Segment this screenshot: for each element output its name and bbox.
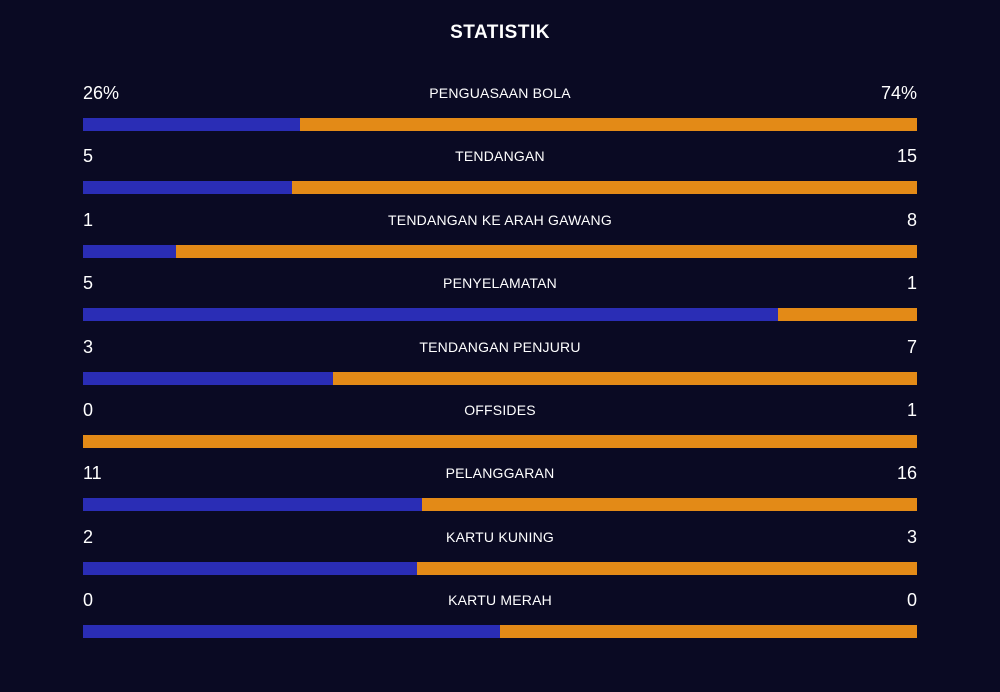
stat-row: 0 KARTU MERAH 0: [83, 587, 917, 650]
comparison-bar: [83, 118, 917, 131]
home-value: 5: [83, 273, 94, 294]
away-bar-segment: [416, 561, 917, 575]
stat-row: 11 PELANGGARAN 16: [83, 460, 917, 523]
stat-header: 5 PENYELAMATAN 1: [83, 270, 917, 296]
stat-label: TENDANGAN: [455, 148, 545, 165]
away-value: 74%: [880, 83, 917, 103]
stat-header: 26% PENGUASAAN BOLA 74%: [83, 80, 917, 106]
stat-row: 2 KARTU KUNING 3: [83, 524, 917, 587]
comparison-bar: [83, 498, 917, 512]
away-bar-segment: [83, 434, 917, 448]
away-bar-segment: [175, 244, 917, 258]
stat-label: TENDANGAN PENJURU: [419, 338, 581, 355]
comparison-bar: [83, 371, 917, 385]
stat-row: 5 PENYELAMATAN 1: [83, 270, 917, 333]
away-value: 15: [896, 146, 917, 167]
stat-label: KARTU KUNING: [446, 528, 554, 545]
away-value: 1: [906, 399, 917, 420]
away-value: 7: [906, 336, 917, 357]
stat-label: PELANGGARAN: [445, 465, 555, 482]
comparison-bar: [83, 625, 917, 639]
home-value: 5: [83, 146, 94, 167]
stat-label: PENYELAMATAN: [443, 275, 557, 292]
away-bar-segment: [291, 181, 917, 195]
stat-label: OFFSIDES: [464, 401, 536, 418]
comparison-bar: [83, 181, 917, 195]
home-bar-segment: [83, 498, 423, 512]
stat-row: 3 TENDANGAN PENJURU 7: [83, 334, 917, 397]
home-bar-segment: [83, 371, 334, 385]
home-value: 1: [83, 209, 94, 230]
comparison-bar: [83, 561, 917, 575]
home-value: 0: [83, 399, 94, 420]
stat-header: 0 KARTU MERAH 0: [83, 587, 917, 613]
stat-header: 0 OFFSIDES 1: [83, 397, 917, 423]
away-bar-segment: [777, 308, 917, 322]
stat-row: 0 OFFSIDES 1: [83, 397, 917, 460]
panel-title: STATISTIK: [450, 22, 550, 43]
stat-header: 2 KARTU KUNING 3: [83, 524, 917, 550]
stat-header: 11 PELANGGARAN 16: [83, 460, 917, 486]
home-bar-segment: [83, 625, 500, 639]
home-bar-segment: [83, 118, 300, 131]
stat-row: 5 TENDANGAN 15: [83, 143, 917, 206]
home-bar-segment: [83, 561, 417, 575]
home-value: 2: [83, 526, 94, 547]
away-value: 0: [906, 590, 917, 611]
stat-header: 5 TENDANGAN 15: [83, 143, 917, 169]
away-value: 1: [906, 273, 917, 294]
comparison-bar: [83, 244, 917, 258]
away-value: 3: [906, 526, 917, 547]
away-bar-segment: [422, 498, 917, 512]
away-bar-segment: [299, 118, 917, 131]
comparison-bar: [83, 434, 917, 448]
home-value: 3: [83, 336, 94, 357]
home-value: 26%: [83, 83, 120, 103]
home-bar-segment: [83, 308, 778, 322]
away-value: 16: [896, 463, 917, 484]
away-bar-segment: [500, 625, 917, 639]
stat-label: TENDANGAN KE ARAH GAWANG: [388, 211, 612, 228]
stat-header: 3 TENDANGAN PENJURU 7: [83, 334, 917, 360]
stat-label: KARTU MERAH: [448, 592, 552, 609]
away-value: 8: [906, 209, 917, 230]
home-bar-segment: [83, 244, 176, 258]
stat-row: 26% PENGUASAAN BOLA 74%: [83, 80, 917, 143]
home-value: 0: [83, 590, 94, 611]
stat-row: 1 TENDANGAN KE ARAH GAWANG 8: [83, 207, 917, 270]
home-value: 11: [83, 463, 102, 484]
away-bar-segment: [333, 371, 917, 385]
stat-label: PENGUASAAN BOLA: [429, 85, 571, 101]
stats-list: 26% PENGUASAAN BOLA 74% 5 TENDANGAN 15 1 TENDAN…: [83, 80, 917, 651]
home-bar-segment: [83, 181, 292, 195]
stat-header: 1 TENDANGAN KE ARAH GAWANG 8: [83, 207, 917, 233]
comparison-bar: [83, 308, 917, 322]
